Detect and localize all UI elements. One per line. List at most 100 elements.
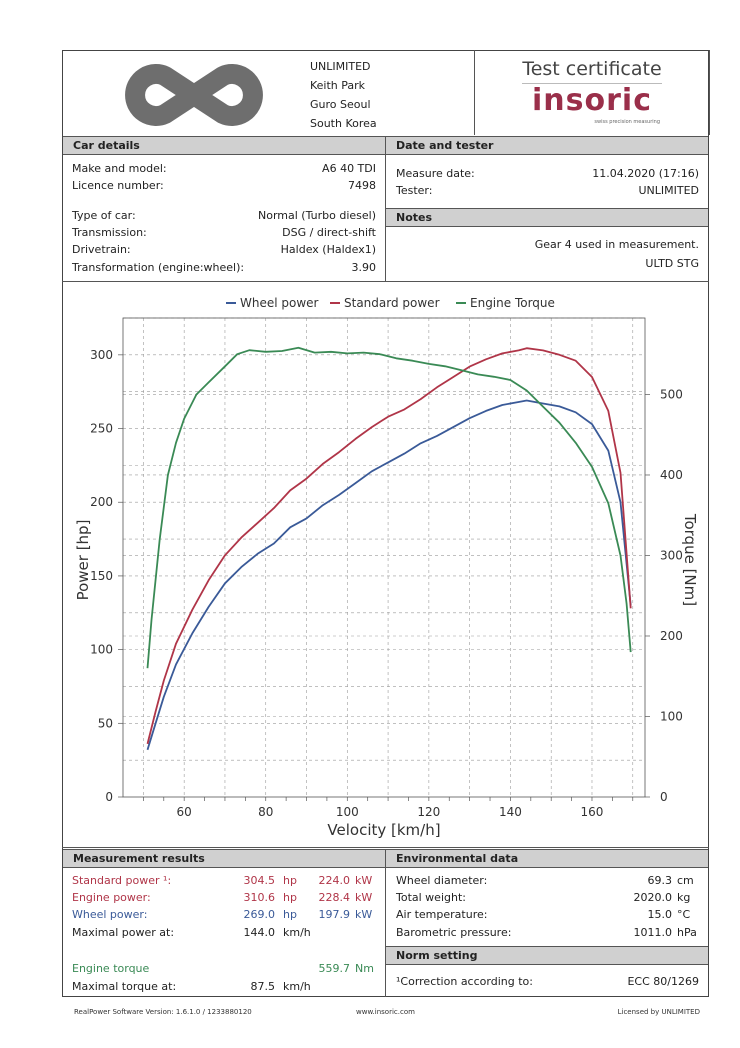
brand-logo: insoric bbox=[532, 83, 652, 118]
measurement-value-primary: 304.5 bbox=[243, 874, 276, 887]
legend-label: Engine Torque bbox=[470, 296, 555, 310]
y-tick-label: 0 bbox=[105, 790, 113, 804]
environment-unit: hPa bbox=[677, 926, 697, 939]
environment-value: 1011.0 bbox=[633, 926, 673, 939]
measurement-label: Wheel power: bbox=[72, 908, 148, 921]
measure-date-value: 11.04.2020 (17:16) bbox=[592, 167, 699, 180]
norm-label: ¹Correction according to: bbox=[396, 975, 533, 988]
environment-label: Air temperature: bbox=[396, 908, 488, 921]
licence-label: Licence number: bbox=[72, 179, 164, 192]
environment-label: Total weight: bbox=[396, 891, 466, 904]
y2-tick-label: 0 bbox=[660, 790, 668, 804]
measure-date-label: Measure date: bbox=[396, 167, 475, 180]
drivetrain-value: Haldex (Haldex1) bbox=[280, 243, 376, 256]
tester-label: Tester: bbox=[396, 184, 433, 197]
environment-unit: kg bbox=[677, 891, 691, 904]
measurement-value-secondary: 228.4 bbox=[318, 891, 351, 904]
x-tick-label: 60 bbox=[177, 805, 192, 819]
x-tick-label: 160 bbox=[581, 805, 604, 819]
norm-header: Norm setting bbox=[386, 946, 708, 965]
y-tick-label: 50 bbox=[98, 716, 113, 730]
measurement-unit-secondary: kW bbox=[355, 908, 373, 921]
measurement-value-secondary: 224.0 bbox=[318, 874, 351, 887]
environment-value: 69.3 bbox=[647, 874, 673, 887]
dyno-chart: 60 80 100 120 140 160 0 50 100 150 200 250 300 0 100 20… bbox=[74, 296, 699, 839]
y-tick-label: 100 bbox=[90, 643, 113, 657]
car-details-header: Car details bbox=[63, 136, 385, 155]
footer-website-link[interactable]: www.insoric.com bbox=[356, 1008, 415, 1016]
series-line-engine-torque bbox=[146, 346, 632, 669]
certificate-title: Test certificate bbox=[522, 58, 662, 80]
measurement-unit-primary: hp bbox=[283, 891, 297, 904]
y2-tick-label: 200 bbox=[660, 629, 683, 643]
tester-value: UNLIMITED bbox=[638, 184, 699, 197]
x-axis-label: Velocity [km/h] bbox=[327, 821, 440, 839]
y-tick-label: 200 bbox=[90, 495, 113, 509]
measurement-unit-secondary: kW bbox=[355, 874, 373, 887]
environment-value: 15.0 bbox=[647, 908, 673, 921]
y2-axis-label: Torque [Nm] bbox=[681, 513, 699, 606]
date-tester-header: Date and tester bbox=[386, 136, 708, 155]
y-tick-label: 150 bbox=[90, 569, 113, 583]
measurement-value-primary: 144.0 bbox=[243, 926, 276, 939]
y2-tick-label: 100 bbox=[660, 709, 683, 723]
y2-tick-label: 400 bbox=[660, 468, 683, 482]
car-type-value: Normal (Turbo diesel) bbox=[258, 209, 376, 222]
chart-legend: Wheel power Standard power Engine Torque bbox=[226, 296, 555, 310]
address-line: Keith Park bbox=[310, 79, 366, 92]
measurement-unit-primary: hp bbox=[283, 874, 297, 887]
company-logo bbox=[125, 64, 263, 126]
engine-torque-value: 559.7 bbox=[318, 962, 351, 975]
measurement-unit-primary: km/h bbox=[283, 926, 311, 939]
car-type-label: Type of car: bbox=[72, 209, 136, 222]
y2-tick-label: 500 bbox=[660, 387, 683, 401]
environment-unit: °C bbox=[677, 908, 691, 921]
y-tick-label: 250 bbox=[90, 422, 113, 436]
plot-frame bbox=[122, 317, 646, 798]
environment-header: Environmental data bbox=[386, 849, 708, 868]
measurement-value-primary: 310.6 bbox=[243, 891, 276, 904]
footer-license: Licensed by UNLIMITED bbox=[617, 1008, 700, 1016]
environment-label: Barometric pressure: bbox=[396, 926, 512, 939]
legend-label: Standard power bbox=[344, 296, 440, 310]
y-tick-label: 300 bbox=[90, 348, 113, 362]
transformation-label: Transformation (engine:wheel): bbox=[72, 261, 245, 274]
series-line-wheel-power bbox=[146, 399, 632, 751]
engine-torque-unit: Nm bbox=[355, 962, 374, 975]
max-torque-value: 87.5 bbox=[250, 980, 276, 993]
make-model-label: Make and model: bbox=[72, 162, 167, 175]
transmission-label: Transmission: bbox=[72, 226, 147, 239]
x-tick-label: 120 bbox=[417, 805, 440, 819]
licence-value: 7498 bbox=[348, 179, 376, 192]
environment-value: 2020.0 bbox=[633, 891, 673, 904]
measurement-unit-secondary: kW bbox=[355, 891, 373, 904]
measurement-label: Maximal power at: bbox=[72, 926, 175, 939]
environment-label: Wheel diameter: bbox=[396, 874, 488, 887]
x-tick-label: 80 bbox=[258, 805, 273, 819]
y-axis-label: Power [hp] bbox=[74, 520, 92, 601]
max-torque-label: Maximal torque at: bbox=[72, 980, 177, 993]
transformation-value: 3.90 bbox=[351, 261, 377, 274]
note-line: Gear 4 used in measurement. bbox=[534, 238, 699, 251]
x-tick-label: 140 bbox=[499, 805, 522, 819]
address-line: South Korea bbox=[310, 117, 377, 130]
address-line: Guro Seoul bbox=[310, 98, 371, 111]
notes-header: Notes bbox=[386, 208, 708, 227]
measurement-value-secondary: 197.9 bbox=[318, 908, 351, 921]
norm-value: ECC 80/1269 bbox=[627, 975, 699, 988]
note-line: ULTD STG bbox=[645, 257, 699, 270]
measurement-label: Engine power: bbox=[72, 891, 151, 904]
legend-label: Wheel power bbox=[240, 296, 319, 310]
footer-software-version: RealPower Software Version: 1.6.1.0 / 12… bbox=[74, 1008, 252, 1016]
drivetrain-label: Drivetrain: bbox=[72, 243, 131, 256]
engine-torque-label: Engine torque bbox=[72, 962, 150, 975]
max-torque-unit: km/h bbox=[283, 980, 311, 993]
environment-unit: cm bbox=[677, 874, 694, 887]
series-line-standard-power bbox=[146, 347, 632, 745]
company-name: UNLIMITED bbox=[310, 60, 371, 73]
y2-tick-label: 300 bbox=[660, 548, 683, 562]
measurement-value-primary: 269.0 bbox=[243, 908, 276, 921]
measurement-unit-primary: hp bbox=[283, 908, 297, 921]
brand-tagline: swiss precision measuring bbox=[594, 119, 660, 125]
measurement-label: Standard power ¹: bbox=[72, 874, 172, 887]
